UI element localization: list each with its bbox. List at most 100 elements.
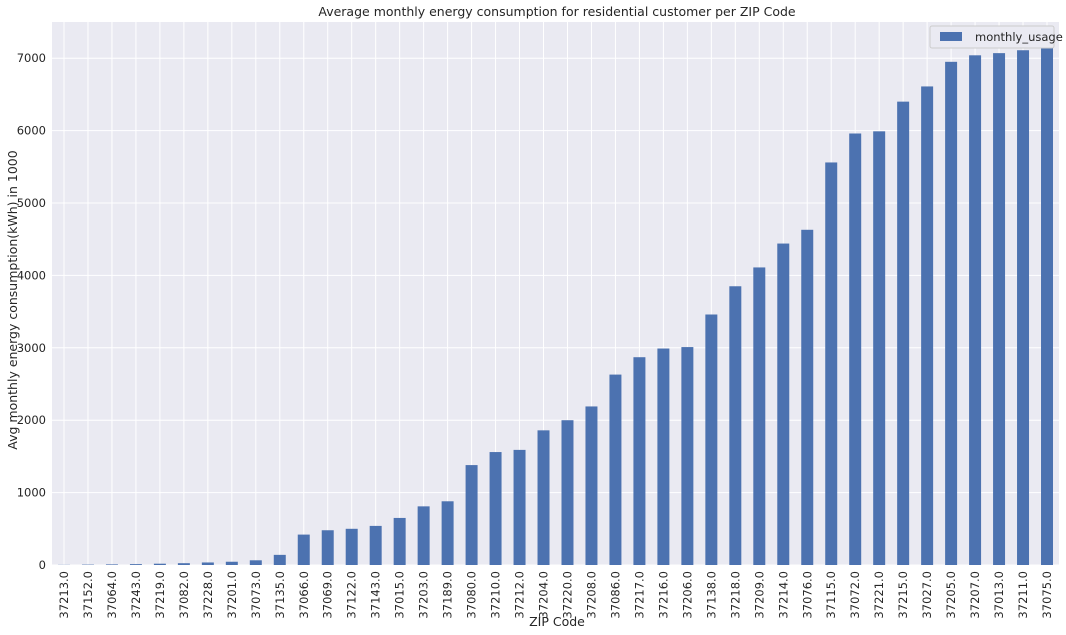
bar [273, 554, 286, 565]
legend: monthly_usage [929, 25, 1063, 49]
y-tick-label: 2000 [17, 413, 46, 427]
x-tick-label: 37138.0 [704, 571, 718, 619]
x-tick-label: 37064.0 [105, 571, 119, 619]
bar [1041, 46, 1054, 565]
x-tick-label: 37214.0 [776, 571, 790, 619]
bar [489, 452, 502, 565]
y-tick-labels: 0 1000 2000 3000 4000 5000 6000 7000 [17, 51, 46, 572]
x-tick-label: 37072.0 [848, 571, 862, 619]
x-tick-label: 37143.0 [369, 571, 383, 619]
x-tick-label: 37015.0 [393, 571, 407, 619]
bar [345, 528, 358, 565]
x-tick-label: 37203.0 [417, 571, 431, 619]
x-tick-label: 37115.0 [824, 571, 838, 619]
x-tick-label: 37216.0 [656, 571, 670, 619]
chart-title: Average monthly energy consumption for r… [318, 4, 796, 19]
bar [321, 530, 334, 565]
bar [705, 314, 718, 565]
bar [297, 534, 310, 565]
x-tick-label: 37243.0 [129, 571, 143, 619]
legend-box [929, 25, 1055, 49]
bar [417, 506, 430, 565]
plot-area [52, 22, 1059, 565]
bar [681, 347, 694, 565]
bar [729, 286, 742, 565]
x-tick-label: 37205.0 [944, 571, 958, 619]
x-tick-label: 37066.0 [297, 571, 311, 619]
bar [249, 560, 262, 565]
bar [633, 357, 646, 565]
bar [801, 229, 814, 565]
x-tick-label: 37013.0 [992, 571, 1006, 619]
x-tick-label: 37210.0 [489, 571, 503, 619]
bar [849, 133, 862, 565]
x-tick-label: 37076.0 [800, 571, 814, 619]
bar [225, 561, 238, 565]
bar [873, 131, 886, 565]
bar [201, 562, 214, 565]
bar [1017, 50, 1030, 565]
x-tick-label: 37189.0 [441, 571, 455, 619]
x-tick-label: 37027.0 [920, 571, 934, 619]
x-tick-label: 37221.0 [872, 571, 886, 619]
x-tick-label: 37207.0 [968, 571, 982, 619]
bar [105, 564, 118, 565]
y-tick-label: 6000 [17, 124, 46, 138]
bar [465, 465, 478, 565]
x-tick-label: 37152.0 [81, 571, 95, 619]
x-tick-label: 37135.0 [273, 571, 287, 619]
bar [441, 501, 454, 565]
x-tick-label: 37219.0 [153, 571, 167, 619]
legend-swatch [940, 32, 962, 41]
x-tick-label: 37212.0 [513, 571, 527, 619]
x-tick-label: 37206.0 [680, 571, 694, 619]
x-tick-label: 37201.0 [225, 571, 239, 619]
y-axis-label: Avg monthly energy consumption(kWh) in 1… [5, 150, 20, 449]
x-tick-label: 37122.0 [345, 571, 359, 619]
bar [921, 86, 934, 565]
x-tick-label: 37228.0 [201, 571, 215, 619]
x-tick-label: 37075.0 [1040, 571, 1054, 619]
bar [129, 564, 142, 565]
bar [369, 525, 382, 565]
x-tick-label: 37082.0 [177, 571, 191, 619]
bar [825, 162, 838, 565]
x-tick-label: 37086.0 [608, 571, 622, 619]
y-tick-label: 3000 [17, 341, 46, 355]
x-tick-label: 37213.0 [57, 571, 71, 619]
x-tick-label: 37209.0 [752, 571, 766, 619]
y-tick-label: 4000 [17, 268, 46, 282]
x-axis-label: ZIP Code [529, 614, 585, 629]
x-tick-label: 37204.0 [537, 571, 551, 619]
bar [897, 101, 910, 565]
x-tick-label: 37215.0 [896, 571, 910, 619]
x-tick-label: 37208.0 [584, 571, 598, 619]
bar [513, 449, 526, 565]
bar [177, 563, 190, 565]
x-tick-labels: 37213.0 37152.0 37064.0 37243.0 37219.0 37082… [57, 571, 1054, 619]
bar [537, 430, 550, 565]
x-tick-label: 37218.0 [728, 571, 742, 619]
bar [945, 61, 958, 565]
x-tick-label: 37080.0 [465, 571, 479, 619]
x-tick-label: 37217.0 [632, 571, 646, 619]
y-tick-label: 0 [39, 558, 46, 572]
x-tick-label: 37069.0 [321, 571, 335, 619]
bar [561, 420, 574, 565]
x-tick-label: 37211.0 [1016, 571, 1030, 619]
legend-label: monthly_usage [975, 30, 1063, 44]
y-tick-label: 1000 [17, 486, 46, 500]
y-tick-label: 5000 [17, 196, 46, 210]
bar [777, 243, 790, 565]
bar [969, 55, 982, 565]
bar [993, 53, 1006, 566]
bar [753, 267, 766, 565]
bars [57, 46, 1054, 566]
bar [153, 563, 166, 565]
x-tick-label: 37073.0 [249, 571, 263, 619]
y-tick-label: 7000 [17, 51, 46, 65]
bar [609, 374, 622, 565]
x-tick-label: 37220.0 [560, 571, 574, 619]
bar [585, 406, 598, 565]
